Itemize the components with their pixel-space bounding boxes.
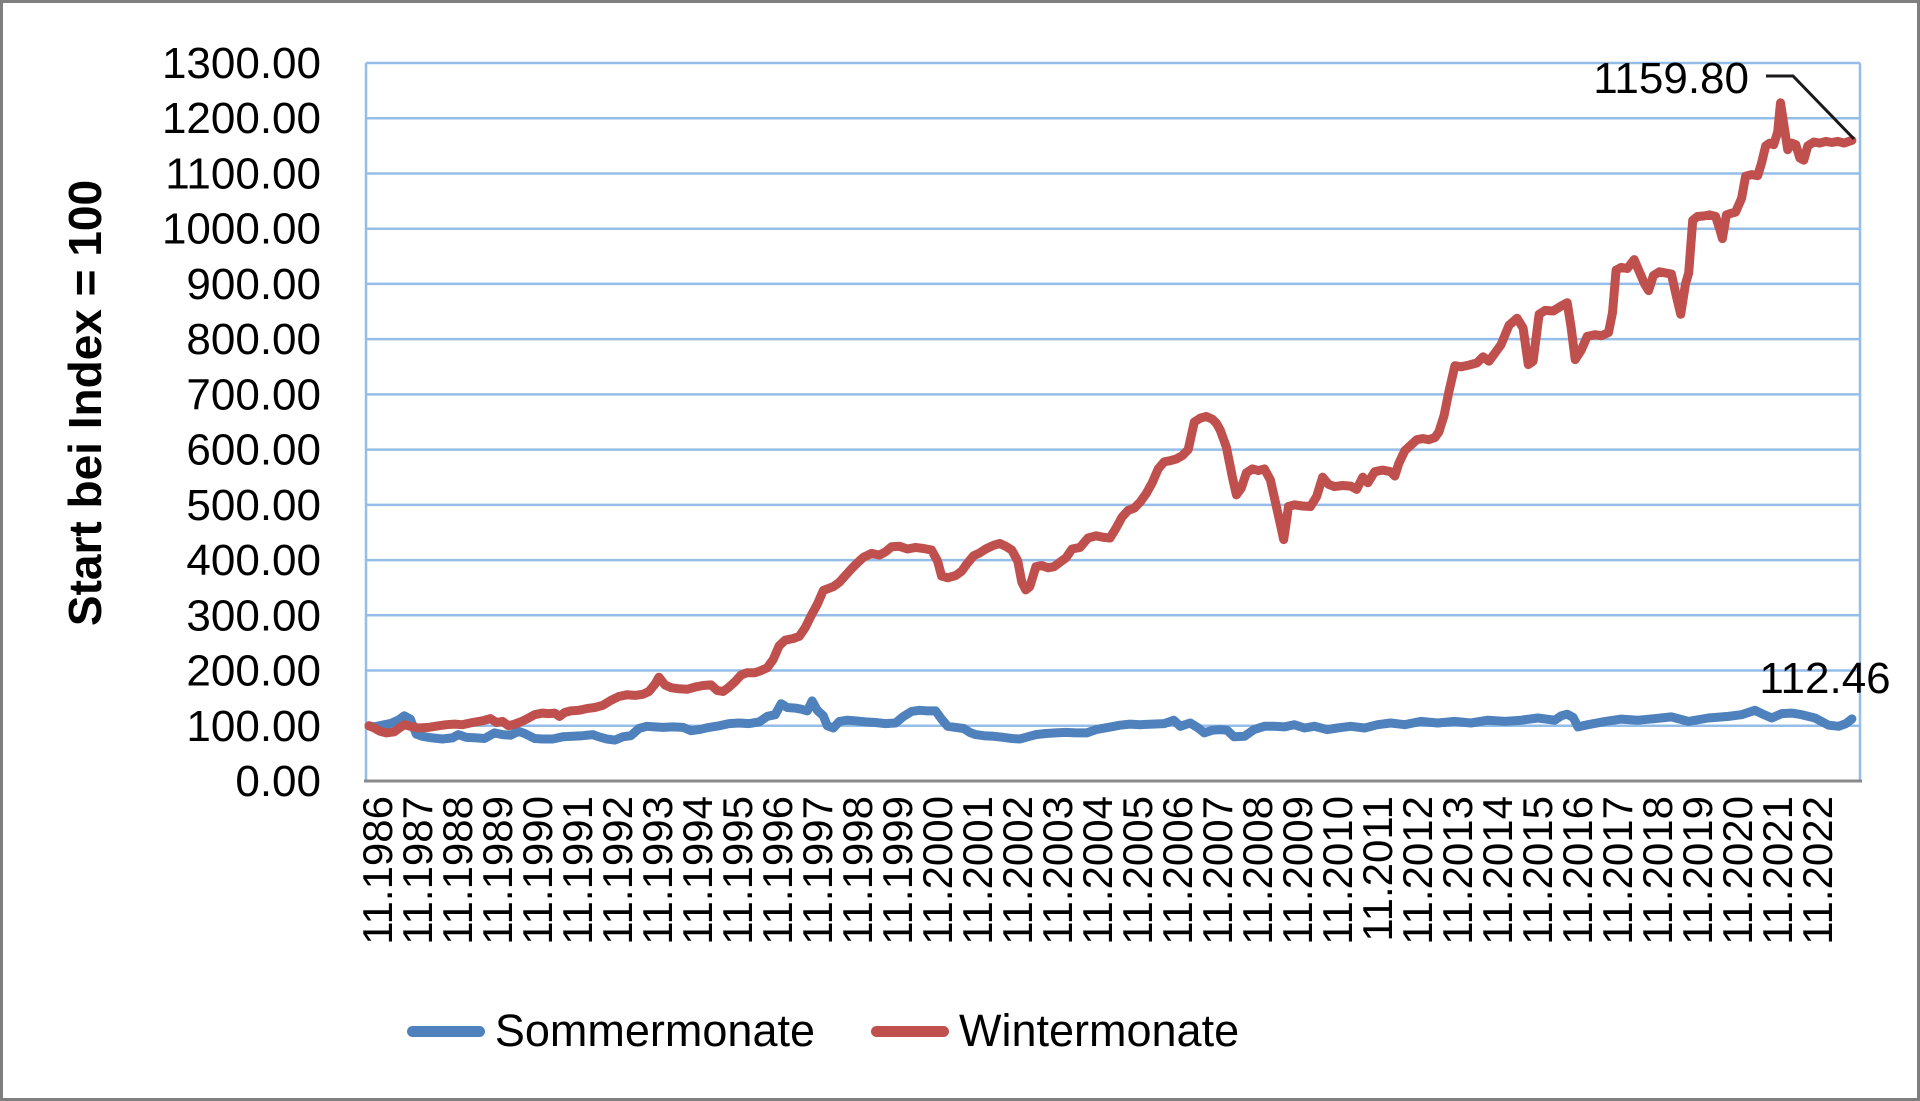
series-line-sommermonate [364,696,1857,745]
x-tick-label: 11.2011 [1354,796,1401,942]
y-axis-title: Start bei Index = 100 [59,179,111,627]
x-tick-label: 11.1986 [354,796,401,945]
x-tick-label: 11.2004 [1074,796,1121,945]
x-tick-label: 11.2014 [1474,796,1521,945]
y-tick-label: 100.00 [186,702,321,751]
x-tick-label: 11.2021 [1754,796,1801,945]
x-tick-label: 11.2010 [1314,796,1361,945]
y-tick-label: 300.00 [186,591,321,640]
legend-item-sommermonate: Sommermonate [406,1005,815,1057]
chart-legend: Sommermonate Wintermonate [3,1005,1643,1057]
x-tick-label: 11.2002 [994,796,1041,945]
x-tick-label: 11.2012 [1394,796,1441,945]
x-tick-label: 11.1995 [714,796,761,945]
x-tick-label: 11.2007 [1194,796,1241,945]
x-tick-label: 11.1987 [394,796,441,945]
y-tick-label: 800.00 [186,315,321,364]
x-tick-label: 11.1989 [474,796,521,945]
wintermonate-end-value-label: 1159.80 [1593,54,1749,103]
y-tick-label: 0.00 [235,757,321,806]
x-tick-label: 11.2008 [1234,796,1281,945]
y-tick-label: 600.00 [186,426,321,475]
x-tick-label: 11.2018 [1634,796,1681,945]
x-tick-label: 11.1993 [634,796,681,945]
x-tick-label: 11.2006 [1154,796,1201,945]
y-tick-label: 700.00 [186,370,321,419]
x-tick-label: 11.1991 [554,796,601,945]
x-tick-label: 11.1990 [514,796,561,945]
y-tick-label: 1000.00 [162,205,321,254]
x-tick-label: 11.1997 [794,796,841,945]
x-tick-label: 11.1988 [434,796,481,945]
y-tick-label: 1100.00 [165,149,321,198]
x-tick-label: 11.1992 [594,796,641,945]
x-tick-label: 11.2016 [1554,796,1601,945]
x-tick-label: 11.2000 [914,796,961,945]
x-tick-label: 11.1999 [874,796,921,945]
x-tick-label: 11.2022 [1794,796,1841,945]
y-tick-label: 500.00 [186,481,321,530]
x-tick-label: 11.2001 [954,796,1001,945]
x-tick-label: 11.2005 [1114,796,1161,945]
x-tick-label: 11.1998 [834,796,881,945]
y-tick-label: 900.00 [186,260,321,309]
wintermonate-line-swatch [871,1025,949,1037]
annotation-leader-line [1766,74,1856,141]
y-tick-label: 400.00 [186,536,321,585]
y-tick-label: 1200.00 [162,94,321,143]
y-tick-label: 200.00 [186,647,321,696]
y-tick-label: 1300.00 [162,39,321,88]
sommermonate-line-swatch [406,1025,485,1037]
x-tick-label: 11.2003 [1034,796,1081,945]
series-line-wintermonate [364,98,1857,738]
x-tick-label: 11.2013 [1434,796,1481,945]
legend-item-wintermonate: Wintermonate [871,1005,1239,1057]
x-tick-label: 11.2009 [1274,796,1321,945]
x-tick-label: 11.2019 [1674,796,1721,945]
x-tick-label: 11.2017 [1594,796,1641,945]
line-chart: 0.00 100.00 200.00 300.00 400.00 500.00 600.00… [162,39,1891,945]
x-tick-label: 11.2015 [1514,796,1561,945]
sommermonate-end-value-label: 112.46 [1759,654,1890,703]
x-tick-label: 11.1996 [754,796,801,945]
x-tick-label: 11.2020 [1714,796,1761,945]
legend-label-wintermonate: Wintermonate [959,1005,1240,1056]
legend-label-sommermonate: Sommermonate [494,1005,815,1056]
x-tick-label: 11.1994 [674,796,721,945]
